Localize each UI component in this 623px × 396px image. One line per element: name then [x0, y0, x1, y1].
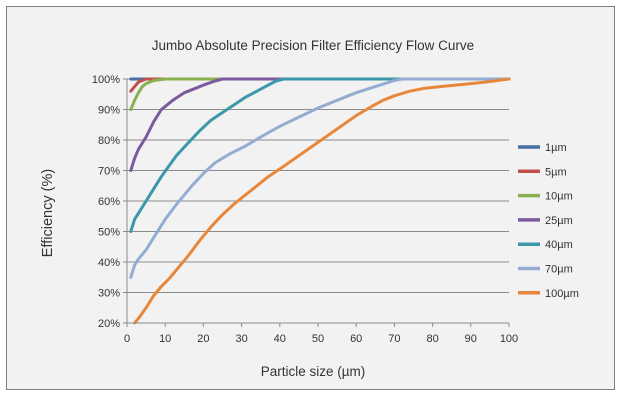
- x-axis-label: Particle size (µm): [261, 364, 366, 379]
- x-tick-label: 90: [465, 333, 477, 345]
- x-tick-label: 70: [388, 333, 400, 345]
- legend-label: 25µm: [545, 215, 573, 227]
- legend-label: 1µm: [545, 142, 567, 154]
- x-tick-label: 40: [274, 333, 286, 345]
- x-tick-label: 10: [159, 333, 171, 345]
- series-line: [129, 77, 511, 172]
- series-line: [129, 77, 511, 279]
- x-tick-label: 30: [235, 333, 247, 345]
- y-tick-label: 90%: [98, 105, 120, 117]
- y-axis-label: Efficiency (%): [40, 169, 56, 257]
- x-tick-label: 80: [426, 333, 438, 345]
- legend-label: 100µm: [545, 288, 579, 300]
- legend-label: 10µm: [545, 191, 573, 203]
- x-tick-label: 0: [124, 333, 130, 345]
- series-line: [133, 77, 511, 325]
- chart-frame: Jumbo Absolute Precision Filter Efficien…: [6, 6, 615, 390]
- y-tick-label: 30%: [98, 288, 120, 300]
- y-tick-label: 100%: [92, 74, 120, 86]
- series-line: [129, 77, 511, 233]
- legend-label: 70µm: [545, 264, 573, 276]
- chart-title: Jumbo Absolute Precision Filter Efficien…: [152, 38, 474, 53]
- x-tick-label: 100: [500, 333, 518, 345]
- legend-label: 40µm: [545, 239, 573, 251]
- y-tick-label: 40%: [98, 257, 120, 269]
- gridlines: [127, 78, 509, 324]
- legend: 1µm 5µm 10µm 25µm 40µm 70µm 100µm: [518, 142, 579, 300]
- y-tick-label: 60%: [98, 196, 120, 208]
- y-tick-label: 80%: [98, 135, 120, 147]
- series-line: [129, 77, 511, 111]
- x-tick-label: 60: [350, 333, 362, 345]
- legend-label: 5µm: [545, 166, 567, 178]
- x-tick-labels: 0 10 20 30 40 50 60 70 80 90 100: [124, 333, 518, 345]
- chart-svg: Jumbo Absolute Precision Filter Efficien…: [40, 38, 579, 379]
- y-tick-label: 20%: [98, 318, 120, 330]
- x-tick-label: 50: [312, 333, 324, 345]
- y-tick-label: 70%: [98, 166, 120, 178]
- axes: [123, 78, 510, 327]
- series-lines: [129, 77, 511, 325]
- y-tick-labels: 20% 30% 40% 50% 60% 70% 80% 90% 100%: [92, 74, 120, 330]
- x-tick-label: 20: [197, 333, 209, 345]
- y-tick-label: 50%: [98, 227, 120, 239]
